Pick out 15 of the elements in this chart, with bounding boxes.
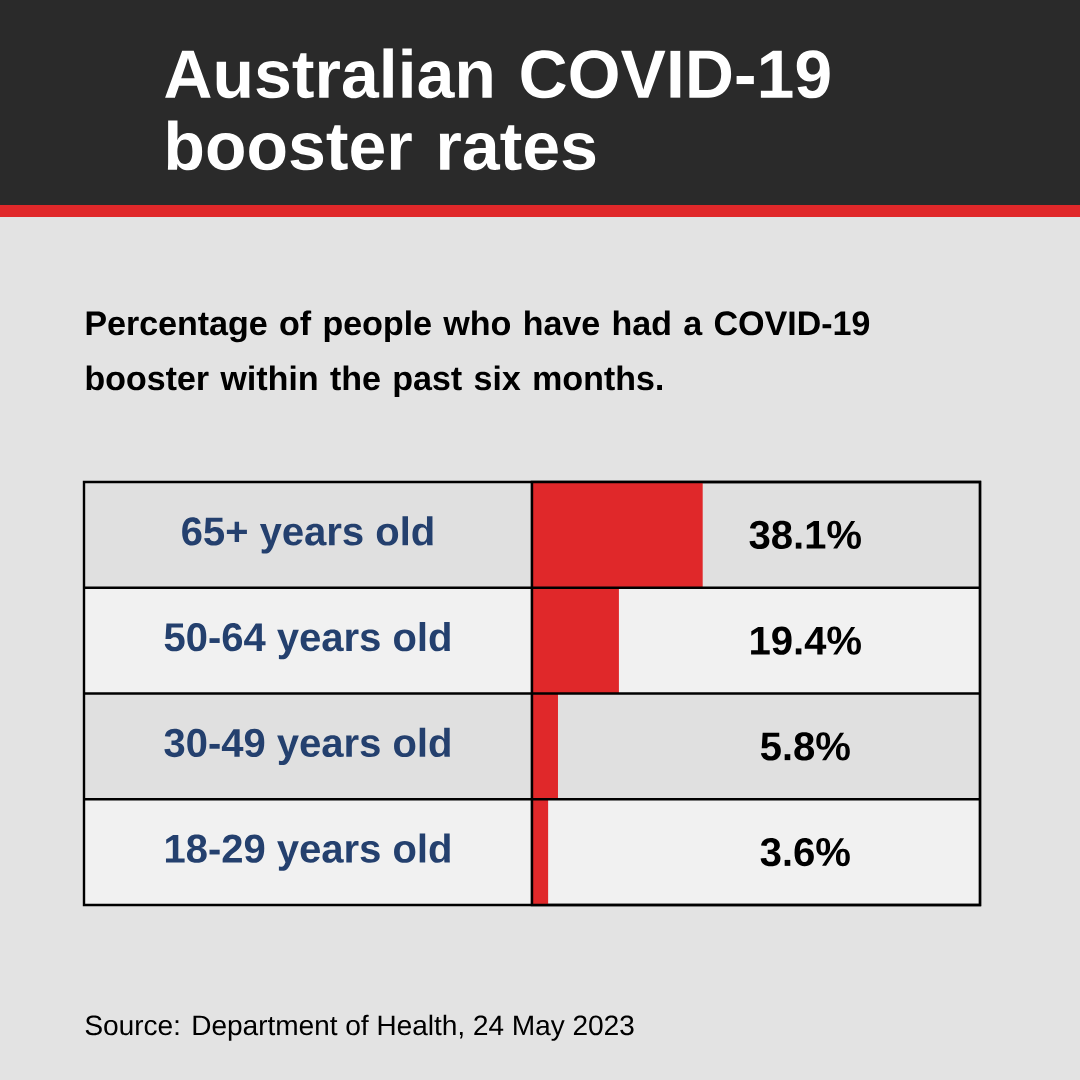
data-label: 5.8%	[760, 732, 850, 761]
bar	[532, 799, 549, 905]
source-note: Source: Department of Health, 24 May 2023	[85, 1014, 634, 1041]
chart-title: Australian COVID-19 booster rates	[165, 48, 830, 171]
y-tick-label: 18-29 years old	[165, 833, 450, 871]
chart-subtitle: Percentage of people who have had a COVID-19 booster within the past six months.	[86, 310, 870, 398]
y-tick-label: 30-49 years old	[164, 727, 450, 766]
bar	[532, 587, 619, 694]
data-label: 38.1%	[749, 520, 861, 550]
data-label: 3.6%	[760, 837, 850, 867]
y-tick-label: 50-64 years old	[164, 621, 450, 660]
data-label: 19.4%	[751, 626, 861, 655]
bar	[532, 482, 703, 588]
y-tick-label: 65+ years old	[182, 516, 433, 554]
bar	[532, 693, 558, 800]
